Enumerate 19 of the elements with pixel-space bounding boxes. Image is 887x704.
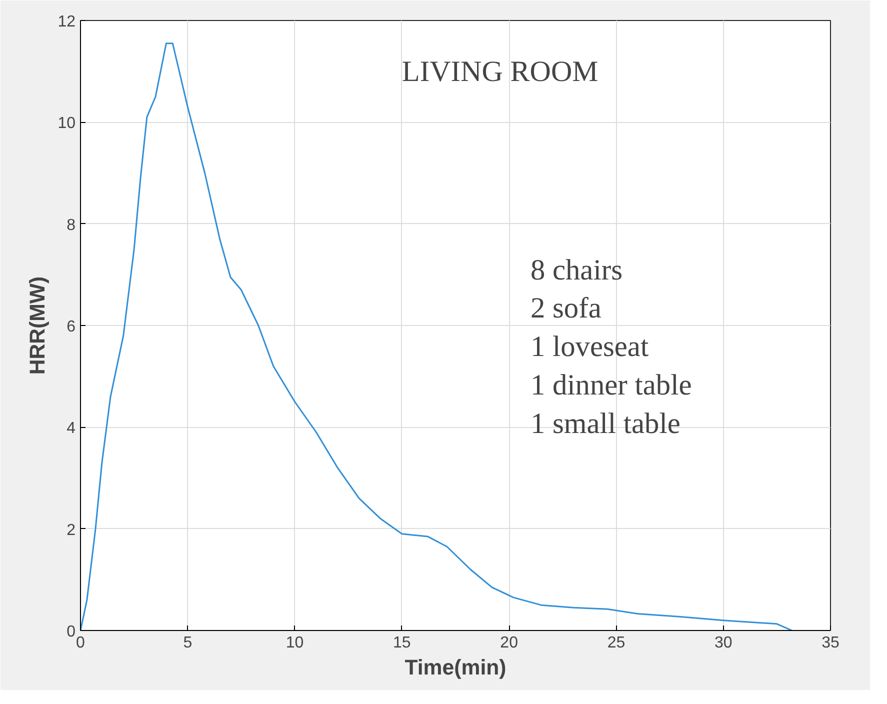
x-tick-label: 35 — [822, 634, 840, 652]
y-axis-title: HRR(MW) — [26, 276, 50, 375]
y-tick-label: 10 — [58, 115, 76, 132]
x-tick-label: 20 — [500, 634, 518, 652]
y-tick-label: 12 — [58, 14, 76, 30]
x-axis-title: Time(min) — [404, 656, 506, 680]
annotation: LIVING ROOM — [402, 56, 598, 88]
y-tick-label: 4 — [66, 420, 76, 438]
x-tick-label: 10 — [286, 634, 304, 652]
y-tick-label: 6 — [66, 318, 76, 336]
x-tick-label: 5 — [183, 634, 192, 652]
y-tick-label: 2 — [66, 522, 76, 539]
x-tick-label: 30 — [714, 634, 732, 652]
x-tick-label: 15 — [393, 634, 411, 652]
x-tick-label: 25 — [607, 634, 626, 652]
y-tick-label: 0 — [66, 624, 76, 640]
line-series — [80, 42, 793, 630]
annotation: 8 chairs 2 sofa 1 loveseat 1 dinner table 1 small table — [530, 254, 692, 440]
y-tick-label: 8 — [66, 216, 76, 234]
